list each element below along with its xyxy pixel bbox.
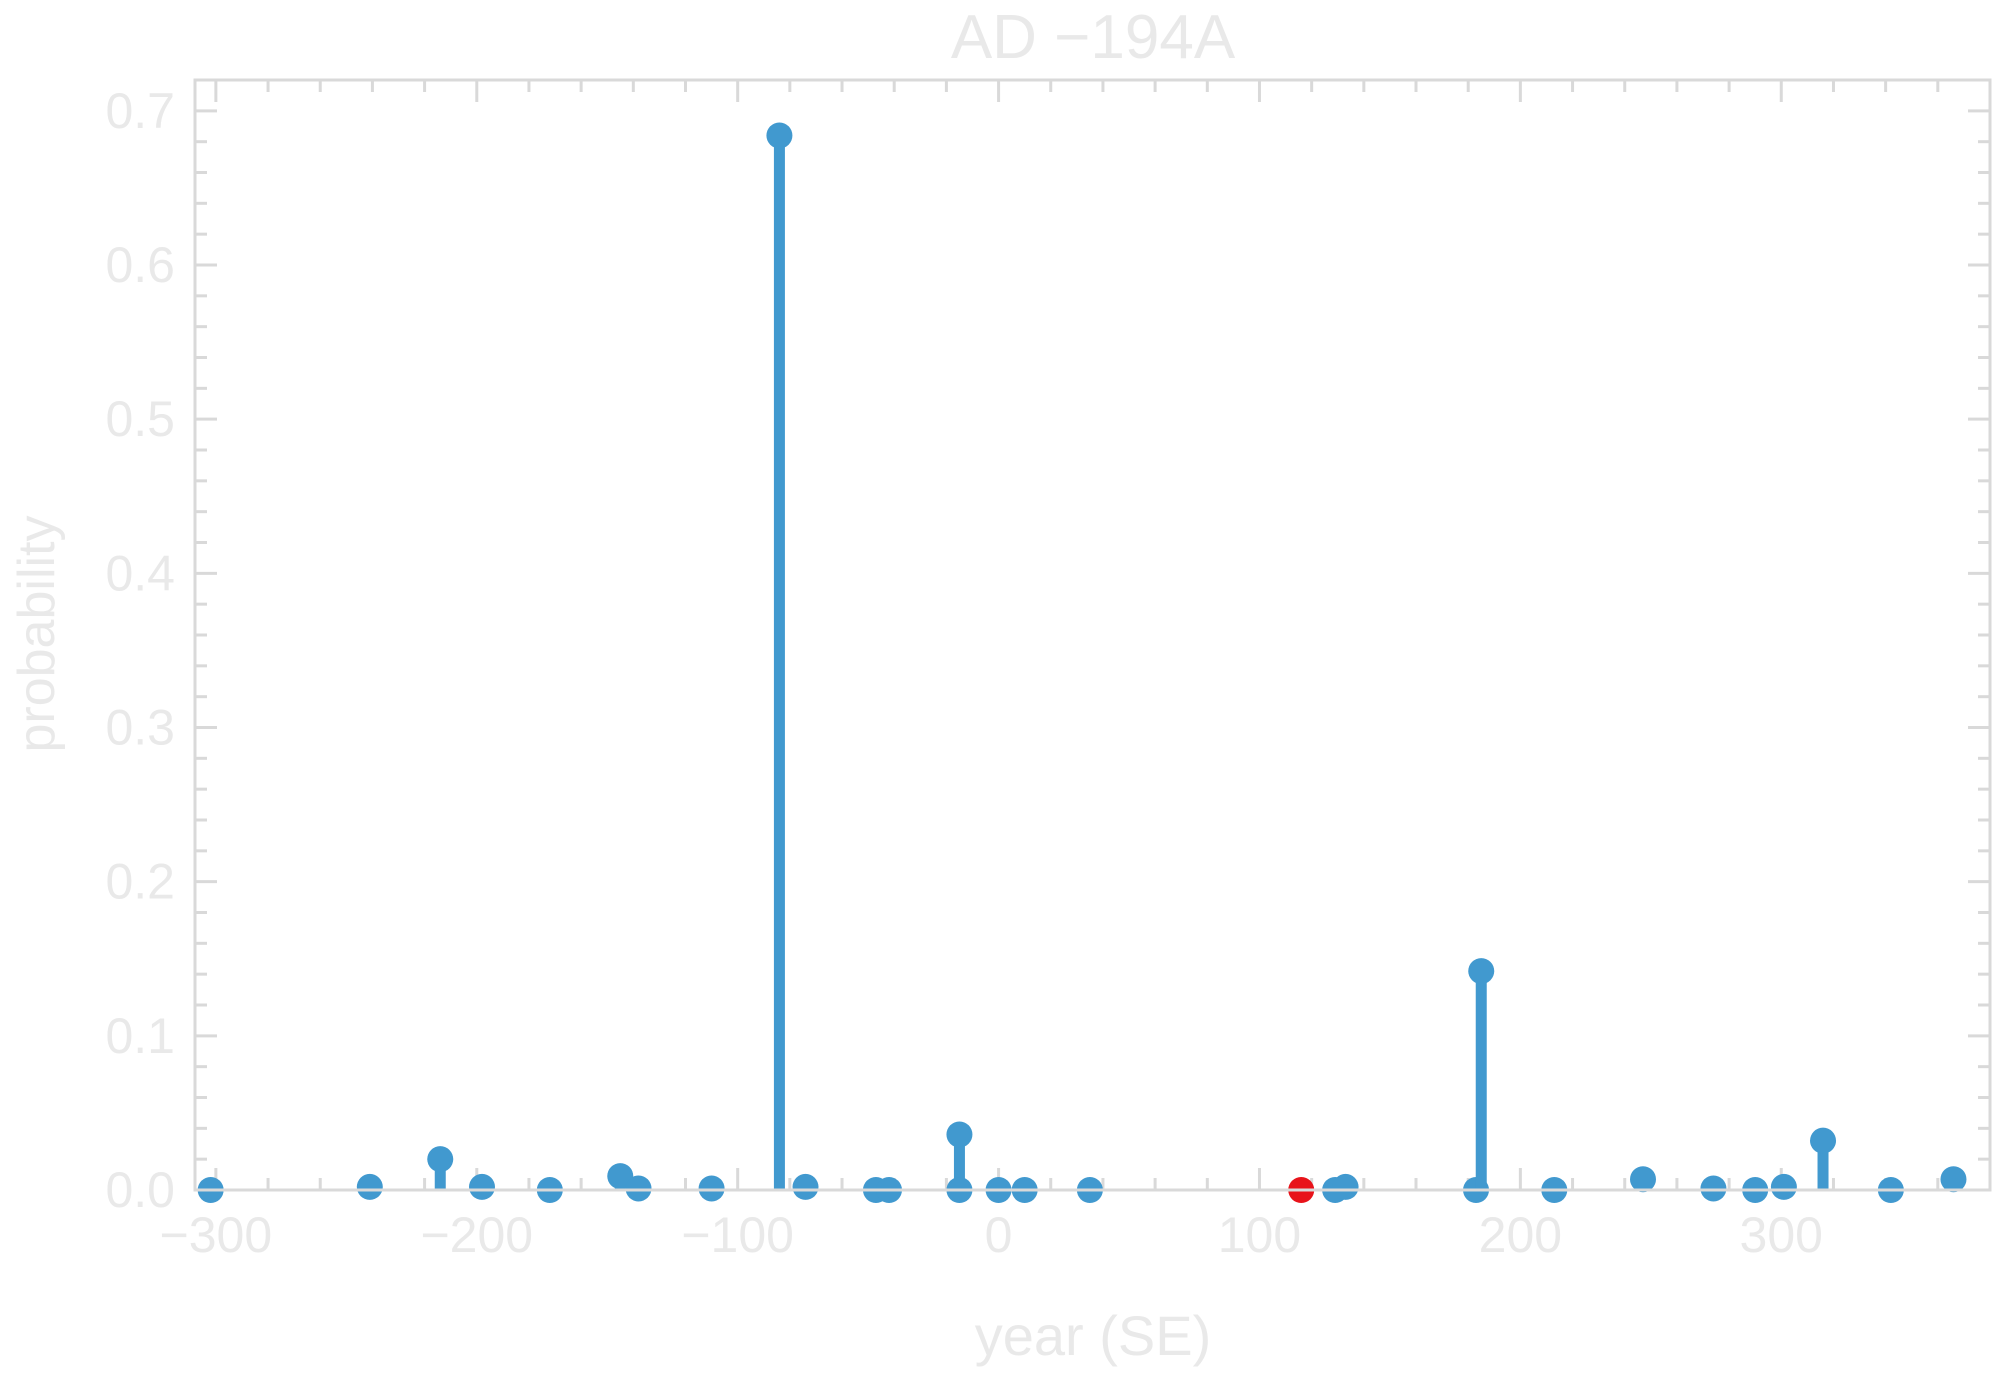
y-tick-label: 0.5 <box>105 391 175 447</box>
stem-point <box>1700 1175 1727 1202</box>
stem-point <box>607 1163 634 1190</box>
stem-point <box>792 1173 819 1200</box>
x-tick-label: 200 <box>1479 1207 1562 1263</box>
plot-frame <box>193 78 1992 1192</box>
stem-point <box>766 122 793 149</box>
stem-point <box>427 1146 454 1173</box>
x-tick-label: −300 <box>160 1207 273 1263</box>
y-tick-label: 0.3 <box>105 700 175 756</box>
chart-title: AD −194A <box>951 3 1236 72</box>
stem-point <box>625 1175 652 1202</box>
x-tick-label: −200 <box>420 1207 533 1263</box>
y-tick-label: 0.2 <box>105 854 175 910</box>
y-tick-label: 0.7 <box>105 83 175 139</box>
stem-point <box>1630 1166 1657 1193</box>
x-tick-label: −100 <box>681 1207 794 1263</box>
y-tick-label: 0.6 <box>105 237 175 293</box>
x-tick-label: 0 <box>985 1207 1013 1263</box>
y-tick-label: 0.1 <box>105 1008 175 1064</box>
data-stems <box>197 122 1967 1203</box>
stem-point <box>946 1121 973 1148</box>
axis-tick-labels: 0.0 0.1 0.2 0.3 0.4 0.5 0.6 0.7 −300 −200 −100 0 100… <box>105 83 1823 1263</box>
y-axis-label: probability <box>8 515 66 752</box>
stem-point <box>468 1173 495 1200</box>
stem-point <box>1468 958 1495 985</box>
stem-point <box>1332 1173 1359 1200</box>
y-tick-label: 0.4 <box>105 545 175 601</box>
x-axis-label: year (SE) <box>975 1304 1212 1367</box>
stem-point <box>1940 1166 1967 1193</box>
stem-point <box>698 1175 725 1202</box>
y-tick-label: 0.0 <box>105 1162 175 1218</box>
stem-point <box>356 1173 383 1200</box>
x-tick-label: 300 <box>1740 1207 1823 1263</box>
stem-point <box>1810 1127 1837 1154</box>
x-tick-label: 100 <box>1218 1207 1301 1263</box>
axis-ticks <box>195 78 1992 1192</box>
stem-point <box>1770 1173 1797 1200</box>
